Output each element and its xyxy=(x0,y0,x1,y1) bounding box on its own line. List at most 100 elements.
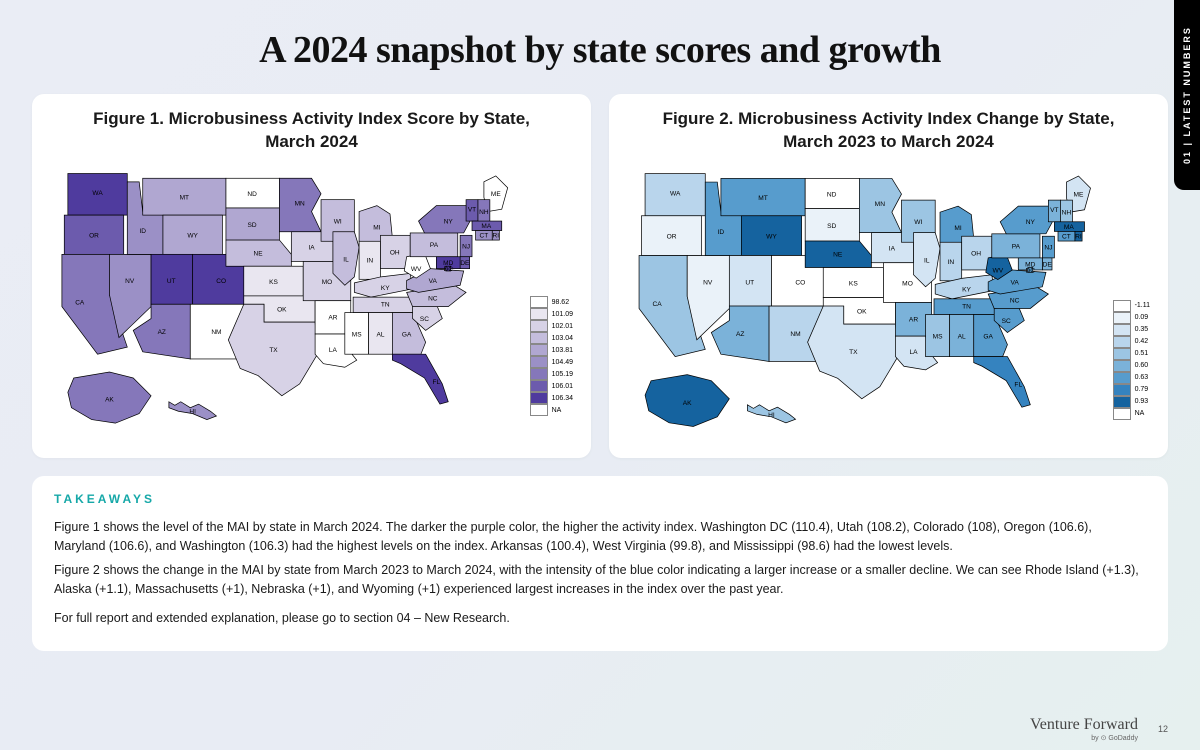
legend-row: -1.11 xyxy=(1113,300,1150,312)
state-CT xyxy=(1058,231,1075,241)
takeaways-body: Figure 1 shows the level of the MAI by s… xyxy=(54,518,1146,629)
side-tab: 01 | LATEST NUMBERS xyxy=(1174,0,1200,190)
state-RI xyxy=(492,230,499,240)
state-MT xyxy=(143,178,226,215)
legend-swatch xyxy=(530,344,548,356)
legend-row: 0.42 xyxy=(1113,336,1150,348)
legend-swatch xyxy=(530,356,548,368)
state-DE xyxy=(460,257,470,269)
legend-label: NA xyxy=(1135,410,1145,417)
legend-label: 101.09 xyxy=(552,311,573,318)
legend-row: 105.19 xyxy=(530,368,573,380)
state-MA xyxy=(1054,222,1084,232)
legend-label: 0.35 xyxy=(1135,326,1149,333)
legend-swatch xyxy=(1113,408,1131,420)
state-OR xyxy=(64,215,123,254)
state-IL xyxy=(333,232,359,285)
legend-row: 103.04 xyxy=(530,332,573,344)
legend-row: 0.63 xyxy=(1113,372,1150,384)
state-NH xyxy=(1060,200,1072,224)
state-AL xyxy=(950,314,974,356)
brand-main: Venture Forward xyxy=(1030,716,1138,734)
legend-swatch xyxy=(1113,336,1131,348)
legend-swatch xyxy=(530,368,548,380)
state-MS xyxy=(345,312,369,354)
legend-row: 98.62 xyxy=(530,296,573,308)
legend-label: -1.11 xyxy=(1135,302,1150,309)
legend-row: 106.01 xyxy=(530,380,573,392)
figure2-map: WAORCANVIDMTWYUTCOAZNMNDSDNEKSOKTXMNIAMO… xyxy=(627,164,1103,440)
state-NY xyxy=(1000,206,1054,234)
legend-swatch xyxy=(530,332,548,344)
state-TN xyxy=(934,299,1000,315)
state-SD xyxy=(805,208,859,241)
legend-label: 102.01 xyxy=(552,323,573,330)
state-PA xyxy=(992,234,1040,258)
figure1-legend: 98.62 101.09 102.01 103.04 103.81 104.49 105.1… xyxy=(530,296,573,436)
state-VT xyxy=(466,200,478,221)
state-NH xyxy=(478,200,490,224)
legend-row: 0.35 xyxy=(1113,324,1150,336)
state-NE xyxy=(805,241,871,267)
state-MS xyxy=(926,314,950,356)
state-NJ xyxy=(1042,236,1054,258)
state-DE xyxy=(1042,258,1052,270)
legend-label: 103.81 xyxy=(552,347,573,354)
legend-row: 0.60 xyxy=(1113,360,1150,372)
state-AK xyxy=(645,375,729,427)
legend-label: 103.04 xyxy=(552,335,573,342)
legend-row: 104.49 xyxy=(530,356,573,368)
legend-label: 106.34 xyxy=(552,395,573,402)
state-HI xyxy=(747,405,795,423)
page-number: 12 xyxy=(1158,724,1168,734)
state-IN xyxy=(940,242,962,281)
legend-row: 103.81 xyxy=(530,344,573,356)
legend-label: 98.62 xyxy=(552,299,570,306)
legend-label: NA xyxy=(552,407,562,414)
state-WY xyxy=(163,215,222,254)
legend-swatch xyxy=(1113,396,1131,408)
takeaways-heading: TAKEAWAYS xyxy=(54,492,1146,506)
state-UT xyxy=(151,254,193,304)
legend-label: 105.19 xyxy=(552,371,573,378)
state-PA xyxy=(410,233,458,257)
figure1-card: Figure 1. Microbusiness Activity Index S… xyxy=(32,94,591,458)
state-FL xyxy=(392,354,448,404)
figure2-legend: -1.110.090.350.420.510.600.630.790.93NA xyxy=(1113,300,1150,440)
legend-row: 0.93 xyxy=(1113,396,1150,408)
state-FL xyxy=(974,356,1031,407)
brand-sub: by ⊙ GoDaddy xyxy=(1030,734,1138,742)
state-HI xyxy=(169,402,217,420)
state-TN xyxy=(353,297,418,312)
legend-row: 0.79 xyxy=(1113,384,1150,396)
legend-row: 106.34 xyxy=(530,392,573,404)
state-MN xyxy=(279,178,321,231)
legend-label: 0.93 xyxy=(1135,398,1149,405)
state-CT xyxy=(476,230,493,240)
state-NJ xyxy=(460,235,472,256)
state-VT xyxy=(1048,200,1060,222)
state-MT xyxy=(721,178,805,215)
legend-swatch xyxy=(1113,372,1131,384)
state-OR xyxy=(641,216,701,256)
state-AL xyxy=(369,312,393,354)
legend-row: 0.09 xyxy=(1113,312,1150,324)
state-RI xyxy=(1075,231,1082,241)
state-DC xyxy=(1028,267,1033,272)
brand: Venture Forward by ⊙ GoDaddy xyxy=(1030,716,1138,742)
takeaways-p3: For full report and extended explanation… xyxy=(54,609,1146,628)
state-KS xyxy=(244,266,303,296)
legend-label: 104.49 xyxy=(552,359,573,366)
legend-swatch xyxy=(530,320,548,332)
legend-row: NA xyxy=(1113,408,1150,420)
legend-swatch xyxy=(530,308,548,320)
legend-label: 0.09 xyxy=(1135,314,1149,321)
page-title: A 2024 snapshot by state scores and grow… xyxy=(0,0,1200,94)
legend-row: NA xyxy=(530,404,573,416)
legend-row: 102.01 xyxy=(530,320,573,332)
legend-swatch xyxy=(1113,360,1131,372)
state-WA xyxy=(68,173,127,215)
takeaways-card: TAKEAWAYS Figure 1 shows the level of th… xyxy=(32,476,1168,651)
state-ND xyxy=(226,178,279,208)
takeaways-p1: Figure 1 shows the level of the MAI by s… xyxy=(54,518,1146,557)
